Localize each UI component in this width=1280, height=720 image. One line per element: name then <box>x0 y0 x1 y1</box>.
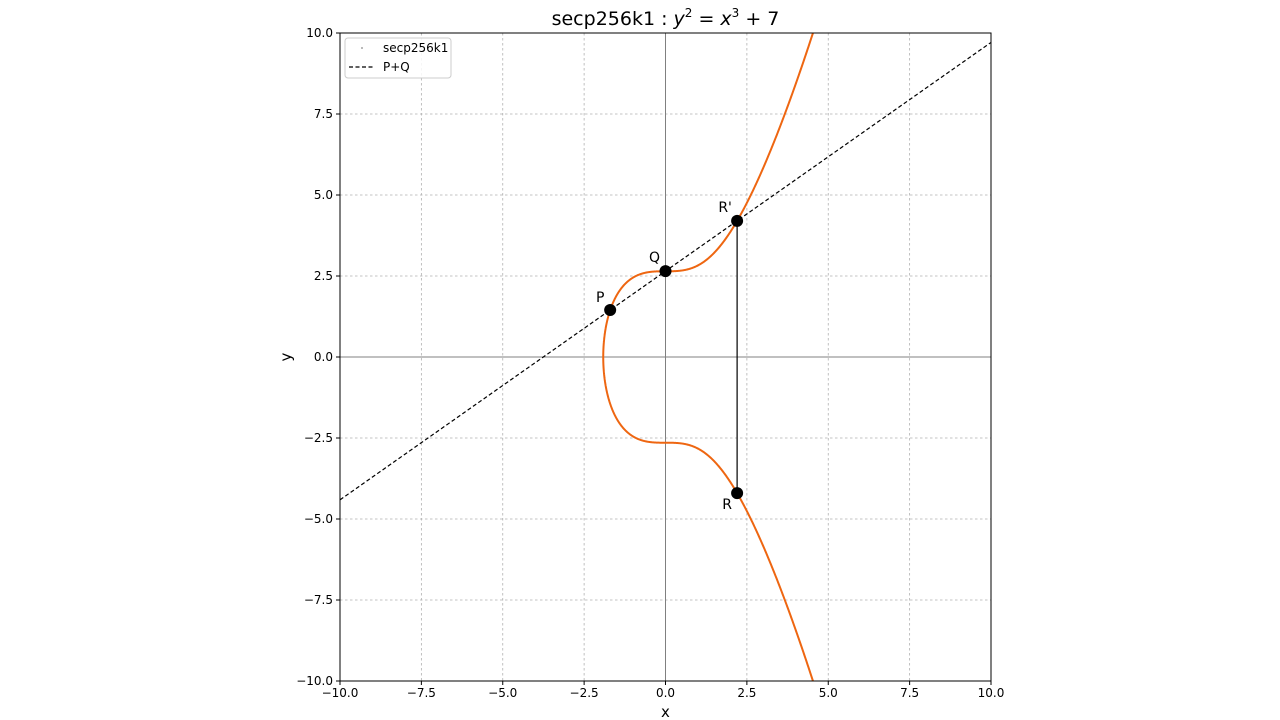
x-tick-label: 0.0 <box>656 686 675 700</box>
zero-lines <box>340 33 991 681</box>
x-tick-label: −10.0 <box>322 686 359 700</box>
point-label-p: P <box>596 290 604 306</box>
y-tick-label: 2.5 <box>314 269 333 283</box>
point-marker-r-prime <box>731 214 744 227</box>
x-tick-label: 5.0 <box>819 686 838 700</box>
y-axis-label: y <box>277 352 295 361</box>
legend: secp256k1 P+Q <box>344 37 452 79</box>
y-tick-label: −5.0 <box>304 512 333 526</box>
chart-title: secp256k1 : y2 = x3 + 7 <box>552 6 780 30</box>
point-label-r-prime: R' <box>718 200 732 216</box>
legend-label-secant: P+Q <box>383 60 410 74</box>
point-marker-q <box>659 265 672 278</box>
marked-points: P Q R' R <box>596 200 744 513</box>
x-axis-label: x <box>661 703 670 720</box>
x-tick-label: 7.5 <box>900 686 919 700</box>
curve-secp256k1 <box>602 33 815 681</box>
point-label-r: R <box>722 497 732 513</box>
legend-box <box>344 37 452 79</box>
y-tick-label: 7.5 <box>314 107 333 121</box>
x-tick-label: −7.5 <box>407 686 436 700</box>
point-marker-r <box>731 487 744 500</box>
x-axis-ticks: −10.0 −7.5 −5.0 −2.5 0.0 2.5 5.0 7.5 10.0 <box>322 681 1005 700</box>
x-tick-label: 2.5 <box>737 686 756 700</box>
point-label-q: Q <box>649 250 660 266</box>
y-tick-label: 0.0 <box>314 350 333 364</box>
x-tick-label: −5.0 <box>488 686 517 700</box>
y-tick-label: −10.0 <box>296 674 333 688</box>
x-tick-label: −2.5 <box>570 686 599 700</box>
y-tick-label: 10.0 <box>306 26 333 40</box>
y-axis-ticks: −10.0 −7.5 −5.0 −2.5 0.0 2.5 5.0 7.5 10.0 <box>296 26 340 688</box>
point-marker-p <box>604 304 617 317</box>
legend-marker-curve <box>361 47 363 49</box>
y-tick-label: 5.0 <box>314 188 333 202</box>
y-tick-label: −2.5 <box>304 431 333 445</box>
y-tick-label: −7.5 <box>304 593 333 607</box>
legend-label-curve: secp256k1 <box>383 41 448 55</box>
x-tick-label: 10.0 <box>978 686 1005 700</box>
